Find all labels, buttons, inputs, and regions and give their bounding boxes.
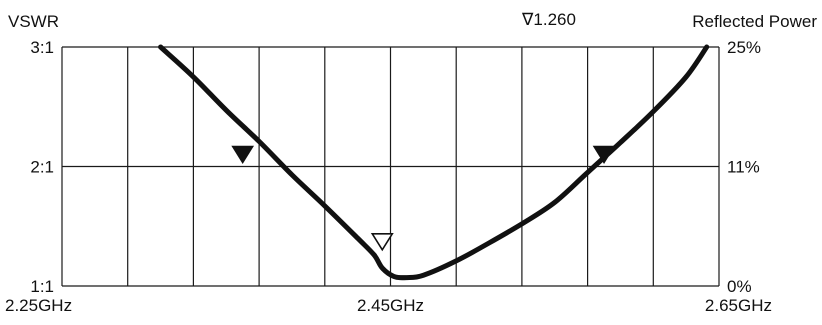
marker-filled-triangle [231,145,255,164]
plot-grid [61,46,720,287]
y-right-tick-label: 11% [727,158,760,177]
y-left-tick-label: 2:1 [30,158,54,177]
y-left-tick-label: 1:1 [30,277,54,296]
labels-layer: 3:1 2:1 1:1 25% 11% 0% 2.25GHz 2.45GHz 2.65GHz ∇1… [5,10,772,315]
x-tick-label: 2.45GHz [357,296,424,315]
marker-hollow-triangle [370,232,394,252]
y-right-tick-label: 25% [727,38,761,57]
y-right-tick-label: 0% [727,277,752,296]
markers-layer [231,145,616,252]
y-left-axis-label: VSWR [8,12,59,31]
x-tick-label: 2.25GHz [5,296,72,315]
marker-readout-label: ∇1.260 [521,10,576,29]
y-left-tick-label: 3:1 [30,38,54,57]
x-tick-label: 2.65GHz [705,296,772,315]
y-right-axis-label: Reflected Power [692,12,817,31]
marker-filled-triangle [592,145,616,164]
